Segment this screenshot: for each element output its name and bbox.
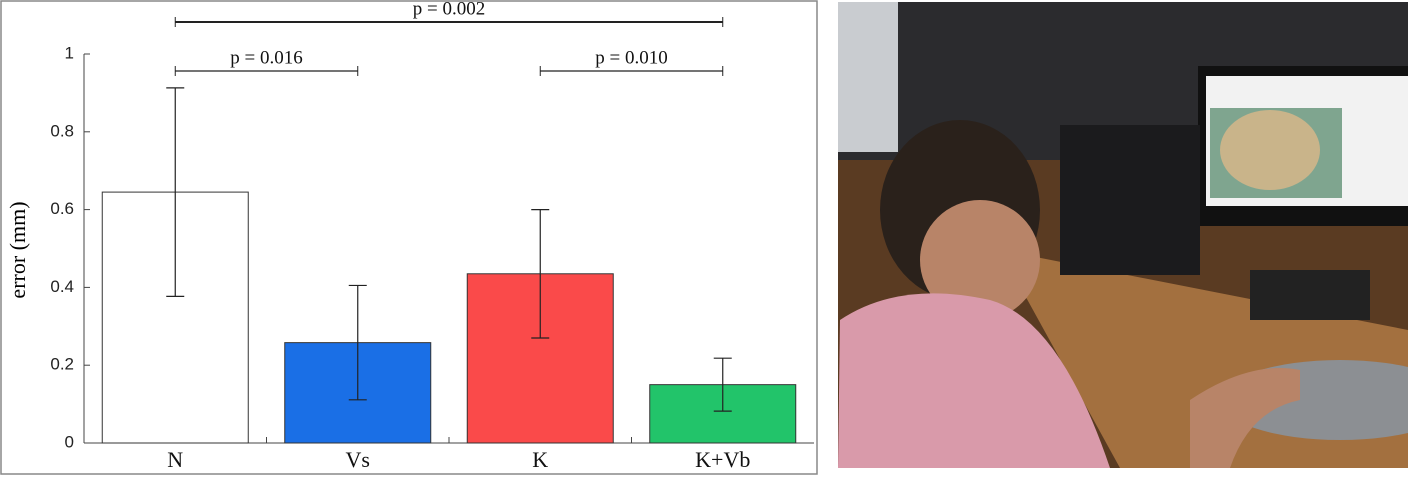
p-value: p = 0.002 bbox=[413, 0, 485, 19]
y-tick-label: 1 bbox=[65, 43, 74, 62]
photo bbox=[838, 2, 1408, 468]
error-bar bbox=[348, 284, 367, 401]
y-tick-label: 0.6 bbox=[50, 199, 74, 218]
x-tick-label: Vs bbox=[346, 447, 370, 472]
y-tick-label: 0.4 bbox=[50, 277, 74, 296]
y-axis-label: error (mm) bbox=[5, 201, 30, 298]
x-tick-label: K+Vb bbox=[695, 447, 750, 472]
y-tick-label: 0 bbox=[65, 432, 74, 451]
error-bar bbox=[713, 357, 732, 412]
p-value: p = 0.010 bbox=[595, 47, 667, 68]
x-tick-label: K bbox=[532, 447, 548, 472]
p-value: p = 0.016 bbox=[230, 47, 302, 68]
y-tick-label: 0.2 bbox=[50, 355, 74, 374]
y-tick-label: 0.8 bbox=[50, 121, 74, 140]
error-bar bbox=[166, 87, 185, 297]
error-bar bbox=[531, 209, 550, 339]
x-tick-label: N bbox=[167, 447, 183, 472]
